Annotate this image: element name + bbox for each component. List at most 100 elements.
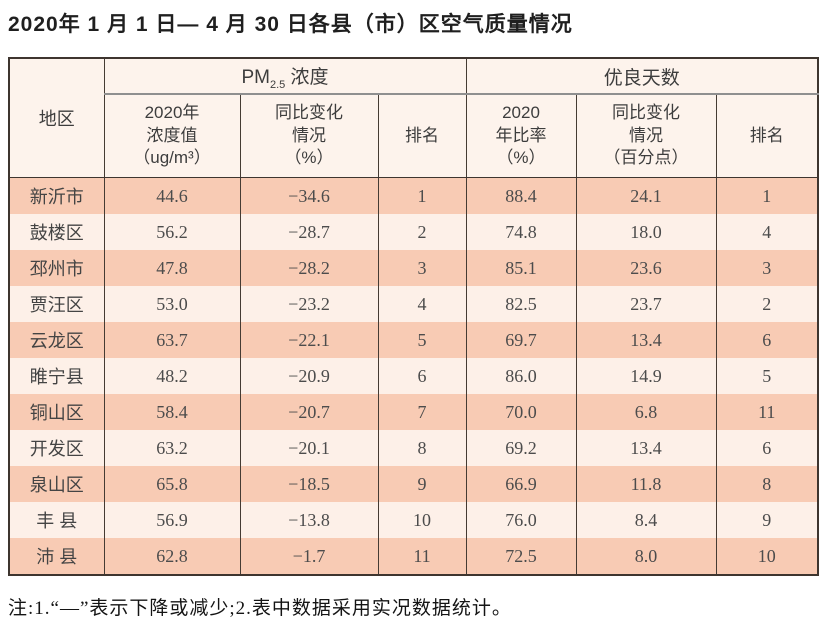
value-cell: 1 <box>715 177 819 214</box>
col-header-pm-change: 同比变化 情况 （%） <box>239 94 378 178</box>
table-row: 鼓楼区 56.2 −28.7 2 74.8 18.0 4 <box>9 214 819 250</box>
table-row: 贾汪区 53.0 −23.2 4 82.5 23.7 2 <box>9 286 819 322</box>
value-cell: 8.4 <box>575 502 716 538</box>
table-body: 新沂市 44.6 −34.6 1 88.4 24.1 1 鼓楼区 56.2 −28.7 2 74.8 1… <box>9 177 819 575</box>
region-cell: 丰 县 <box>9 502 104 538</box>
table-row: 铜山区 58.4 −20.7 7 70.0 6.8 11 <box>9 394 819 430</box>
table-row: 沛 县 62.8 −1.7 11 72.5 8.0 10 <box>9 538 819 575</box>
value-cell: 8 <box>377 430 466 466</box>
value-cell: 82.5 <box>465 286 576 322</box>
value-cell: 70.0 <box>465 394 576 430</box>
value-cell: 69.7 <box>465 322 576 358</box>
value-cell: 53.0 <box>103 286 240 322</box>
table-row: 邳州市 47.8 −28.2 3 85.1 23.6 3 <box>9 250 819 286</box>
value-cell: 5 <box>715 358 819 394</box>
region-cell: 睢宁县 <box>9 358 104 394</box>
value-cell: 6 <box>715 430 819 466</box>
value-cell: 6 <box>715 322 819 358</box>
table-row: 新沂市 44.6 −34.6 1 88.4 24.1 1 <box>9 177 819 214</box>
value-cell: 10 <box>377 502 466 538</box>
col-header-gooddays-change: 同比变化 情况 （百分点） <box>575 94 716 178</box>
value-cell: 8 <box>715 466 819 502</box>
value-cell: 48.2 <box>103 358 240 394</box>
value-cell: 7 <box>377 394 466 430</box>
value-cell: 74.8 <box>465 214 576 250</box>
value-cell: 9 <box>715 502 819 538</box>
region-cell: 鼓楼区 <box>9 214 104 250</box>
col-header-gooddays-rank: 排名 <box>715 94 819 178</box>
table-row: 睢宁县 48.2 −20.9 6 86.0 14.9 5 <box>9 358 819 394</box>
table-header: 地区 PM2.5 浓度 优良天数 2020年 浓度值 （ug/m³） 同比变化 … <box>9 58 819 178</box>
col-header-region: 地区 <box>9 58 104 178</box>
value-cell: −20.7 <box>239 394 378 430</box>
value-cell: 63.2 <box>103 430 240 466</box>
col-group-good-days: 优良天数 <box>465 58 819 95</box>
value-cell: 2 <box>715 286 819 322</box>
value-cell: 85.1 <box>465 250 576 286</box>
value-cell: −22.1 <box>239 322 378 358</box>
value-cell: 10 <box>715 538 819 575</box>
value-cell: 76.0 <box>465 502 576 538</box>
value-cell: −34.6 <box>239 177 378 214</box>
air-quality-table: 地区 PM2.5 浓度 优良天数 2020年 浓度值 （ug/m³） 同比变化 … <box>8 57 820 576</box>
pm-label: PM <box>241 66 270 88</box>
value-cell: 1 <box>377 177 466 214</box>
value-cell: 72.5 <box>465 538 576 575</box>
col-header-gooddays-rate: 2020 年比率 （%） <box>465 94 576 178</box>
page-title: 2020年 1 月 1 日— 4 月 30 日各县（市）区空气质量情况 <box>8 13 573 36</box>
value-cell: 63.7 <box>103 322 240 358</box>
value-cell: 56.9 <box>103 502 240 538</box>
value-cell: 4 <box>715 214 819 250</box>
region-cell: 云龙区 <box>9 322 104 358</box>
table-row: 开发区 63.2 −20.1 8 69.2 13.4 6 <box>9 430 819 466</box>
value-cell: −1.7 <box>239 538 378 575</box>
value-cell: 86.0 <box>465 358 576 394</box>
table-row: 泉山区 65.8 −18.5 9 66.9 11.8 8 <box>9 466 819 502</box>
value-cell: 88.4 <box>465 177 576 214</box>
value-cell: 5 <box>377 322 466 358</box>
value-cell: 2 <box>377 214 466 250</box>
value-cell: 69.2 <box>465 430 576 466</box>
pm-label-suffix: 浓度 <box>285 66 329 88</box>
value-cell: 58.4 <box>103 394 240 430</box>
table-row: 丰 县 56.9 −13.8 10 76.0 8.4 9 <box>9 502 819 538</box>
value-cell: −13.8 <box>239 502 378 538</box>
value-cell: 47.8 <box>103 250 240 286</box>
value-cell: 8.0 <box>575 538 716 575</box>
region-cell: 沛 县 <box>9 538 104 575</box>
region-cell: 贾汪区 <box>9 286 104 322</box>
value-cell: 3 <box>377 250 466 286</box>
value-cell: 6.8 <box>575 394 716 430</box>
region-cell: 铜山区 <box>9 394 104 430</box>
value-cell: 11.8 <box>575 466 716 502</box>
pm-subscript: 2.5 <box>269 78 286 91</box>
value-cell: 18.0 <box>575 214 716 250</box>
value-cell: 44.6 <box>103 177 240 214</box>
value-cell: 24.1 <box>575 177 716 214</box>
col-header-pm-rank: 排名 <box>377 94 466 178</box>
value-cell: −28.7 <box>239 214 378 250</box>
col-group-pm25: PM2.5 浓度 <box>103 58 466 95</box>
value-cell: 6 <box>377 358 466 394</box>
value-cell: 13.4 <box>575 430 716 466</box>
region-cell: 新沂市 <box>9 177 104 214</box>
value-cell: 62.8 <box>103 538 240 575</box>
header-group-row: 地区 PM2.5 浓度 优良天数 <box>9 58 819 178</box>
footnote: 注:1.“—”表示下降或减少;2.表中数据采用实况数据统计。 <box>8 598 512 619</box>
value-cell: 23.7 <box>575 286 716 322</box>
value-cell: 13.4 <box>575 322 716 358</box>
value-cell: 56.2 <box>103 214 240 250</box>
region-cell: 邳州市 <box>9 250 104 286</box>
value-cell: 11 <box>715 394 819 430</box>
header-sub-row: 2020年 浓度值 （ug/m³） 同比变化 情况 （%） 排名 2020 年比… <box>9 94 819 178</box>
value-cell: −20.1 <box>239 430 378 466</box>
value-cell: 4 <box>377 286 466 322</box>
value-cell: 9 <box>377 466 466 502</box>
value-cell: −18.5 <box>239 466 378 502</box>
value-cell: 14.9 <box>575 358 716 394</box>
region-cell: 泉山区 <box>9 466 104 502</box>
value-cell: −20.9 <box>239 358 378 394</box>
value-cell: −28.2 <box>239 250 378 286</box>
value-cell: 3 <box>715 250 819 286</box>
value-cell: 11 <box>377 538 466 575</box>
